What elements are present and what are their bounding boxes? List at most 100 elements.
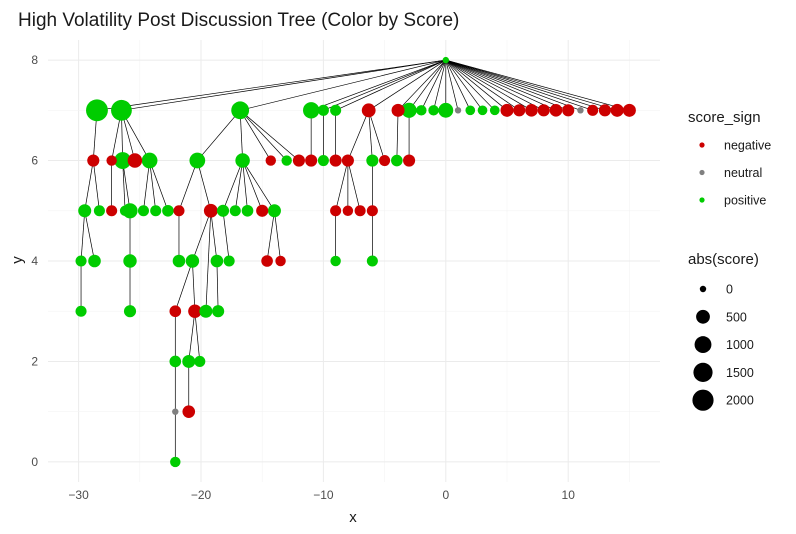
y-axis-title: y — [9, 256, 26, 264]
tree-node-point — [123, 305, 137, 318]
tree-node-point — [292, 154, 305, 167]
tree-node-point — [150, 205, 162, 217]
tree-node-point — [199, 304, 213, 318]
x-tick-label: 10 — [562, 488, 576, 502]
tree-edge — [222, 160, 243, 211]
legend-size-key — [692, 389, 714, 411]
tree-edge — [222, 210, 230, 262]
x-axis-title: x — [349, 509, 357, 526]
tree-edge — [192, 260, 196, 312]
tree-node-point — [416, 105, 427, 116]
tree-edge — [445, 59, 618, 111]
tree-node-point — [330, 205, 342, 217]
tree-node-point — [489, 105, 500, 116]
tree-node-point — [500, 103, 514, 117]
tree-edge — [216, 260, 219, 312]
tree-edge — [239, 110, 287, 161]
legend-size-label: 2000 — [726, 394, 754, 408]
tree-edge — [368, 110, 373, 161]
tree-node-point — [454, 107, 462, 114]
tree-node-point — [537, 104, 550, 117]
tree-node-point — [75, 305, 87, 317]
tree-edge — [445, 59, 557, 111]
tree-edge — [239, 110, 272, 161]
tree-edge — [96, 59, 446, 111]
tree-edge — [205, 210, 212, 312]
tree-edge — [445, 59, 471, 111]
tree-edge — [92, 160, 100, 211]
tree-edge — [239, 110, 300, 161]
legend-color-key — [699, 169, 705, 176]
legend-size-label: 1000 — [726, 338, 754, 352]
tree-node-point — [401, 102, 417, 118]
tree-node-point — [172, 408, 179, 415]
y-tick-labels: 0 2 4 6 8 — [31, 53, 38, 469]
tree-node-point — [261, 255, 273, 267]
tree-node-point — [210, 254, 224, 268]
tree-edge — [266, 210, 275, 262]
tree-node-point — [442, 56, 449, 64]
tree-node-point — [281, 155, 292, 166]
tree-node-point — [330, 255, 341, 267]
legend-size-key — [694, 336, 712, 354]
tree-node-point — [428, 105, 439, 116]
legend-color-label: negative — [724, 139, 771, 153]
tree-edge — [335, 160, 349, 211]
tree-edge — [311, 59, 446, 111]
tree-node-point — [141, 152, 158, 169]
y-tick-label: 6 — [31, 154, 38, 168]
tree-edge — [149, 160, 157, 211]
tree-edge — [421, 59, 447, 111]
tree-node-point — [366, 205, 378, 217]
tree-node-point — [598, 104, 611, 117]
tree-node-point — [170, 456, 181, 468]
tree-edge — [188, 311, 196, 362]
tree-edge — [80, 210, 86, 262]
tree-edge — [433, 60, 447, 111]
tree-edge — [445, 60, 459, 111]
tree-edge — [210, 210, 218, 262]
tree-node-point — [354, 205, 366, 217]
tree-node-point — [366, 154, 379, 167]
legend-size-label: 500 — [726, 310, 747, 324]
tree-node-point — [525, 104, 538, 117]
tree-node-point — [622, 103, 636, 117]
tree-node-point — [329, 154, 342, 167]
tree-edge — [368, 59, 446, 111]
tree-edge — [445, 59, 581, 111]
tree-node-point — [194, 355, 206, 367]
tree-node-point — [111, 99, 132, 121]
tree-node-point — [391, 103, 405, 117]
tree-edge — [397, 59, 447, 111]
tree-edge — [445, 59, 496, 111]
tree-node-point — [86, 99, 108, 122]
tree-node-point — [361, 103, 376, 118]
tree-edge — [194, 311, 201, 362]
tree-edge — [335, 59, 446, 111]
legend-color-key — [699, 142, 705, 148]
legend-abs-score: abs(score) 0 500 1000 1500 2000 — [688, 251, 759, 411]
edges — [80, 59, 630, 462]
tree-node-point — [106, 205, 118, 217]
x-tick-labels: −30 −20 −10 0 10 — [68, 488, 575, 502]
tree-edge — [84, 210, 95, 262]
tree-node-point — [189, 152, 206, 169]
tree-node-point — [119, 205, 131, 216]
y-tick-label: 4 — [31, 254, 38, 268]
tree-node-point — [241, 204, 254, 217]
tree-edge — [196, 160, 212, 211]
legend-color-label: positive — [724, 194, 766, 208]
tree-node-point — [162, 204, 174, 217]
tree-node-point — [106, 155, 117, 166]
tree-node-point — [188, 304, 202, 318]
points — [75, 56, 636, 468]
tree-edge — [445, 59, 508, 111]
tree-edge — [368, 110, 385, 161]
tree-node-point — [127, 153, 143, 168]
tree-edge — [445, 59, 520, 111]
x-tick-label: −20 — [191, 488, 212, 502]
tree-node-point — [231, 101, 250, 120]
y-tick-label: 2 — [31, 354, 38, 368]
